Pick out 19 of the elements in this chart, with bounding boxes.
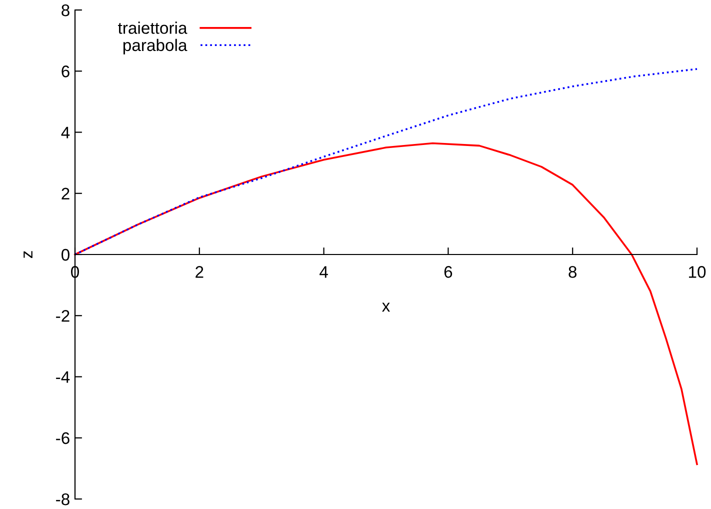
- x-tick-label: 10: [689, 266, 706, 278]
- legend-label: parabola: [123, 38, 188, 54]
- legend-label: traiettoria: [118, 22, 188, 34]
- x-tick-label: 6: [444, 266, 452, 278]
- y-tick-label: -8: [56, 493, 70, 506]
- y-tick-label: 0: [62, 248, 70, 261]
- line-series: [74, 68, 698, 256]
- x-tick-label: 8: [568, 266, 577, 278]
- y-tick-label: 8: [62, 4, 70, 16]
- y-tick-label: 4: [61, 126, 70, 138]
- y-tick-label: -4: [56, 371, 70, 383]
- y-tick-label: -6: [56, 432, 70, 444]
- y-tick-label: 6: [62, 66, 70, 78]
- x-tick-label: 4: [320, 266, 328, 278]
- x-axis-title: x: [382, 302, 390, 312]
- y-axis-title: z: [24, 251, 32, 258]
- x-tick-label: 2: [196, 266, 204, 278]
- y-tick-label: -2: [56, 310, 70, 322]
- y-tick-label: 2: [62, 188, 70, 200]
